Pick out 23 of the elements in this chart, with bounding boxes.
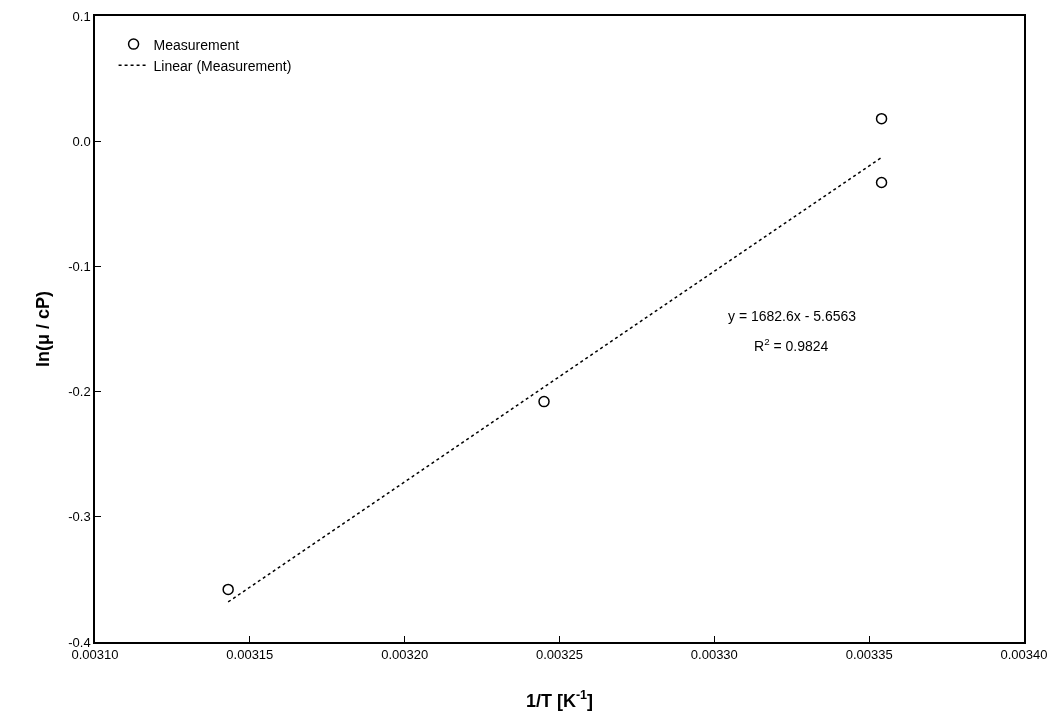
point: [875, 112, 888, 125]
point: [875, 176, 888, 189]
x-tick-label: 0.00320: [381, 647, 429, 663]
y-tick-label: 0.0: [72, 133, 91, 149]
annotation: y = 1682.6x - 5.6563: [728, 308, 857, 324]
legend-label: Linear (Measurement): [153, 57, 292, 74]
annotation: R$^{2}$ = 0.9824: [754, 336, 829, 354]
x-tick-label: 0.00335: [845, 647, 893, 663]
point: [538, 395, 550, 408]
y-tick-label: -0.4: [68, 634, 91, 650]
x-tick-label: 0.00325: [536, 647, 583, 663]
point: [222, 583, 234, 596]
y-tick-label: -0.3: [68, 509, 91, 525]
y-tick-label: -0.2: [68, 384, 91, 400]
x-tick-label: 0.00340: [1000, 647, 1048, 663]
x-tick-label: 0.00310: [71, 647, 119, 663]
x-axis-title: 1/T [K$^{-1}$]: [525, 687, 594, 711]
legend-label: Measurement: [153, 36, 240, 53]
x-tick-label: 0.00315: [226, 647, 274, 663]
y-tick-label: -0.1: [68, 258, 91, 274]
x-tick-label: 0.00330: [690, 647, 738, 663]
y-tick-label: 0.1: [72, 8, 91, 24]
y-axis-title: ln(μ / cP): [32, 290, 53, 368]
